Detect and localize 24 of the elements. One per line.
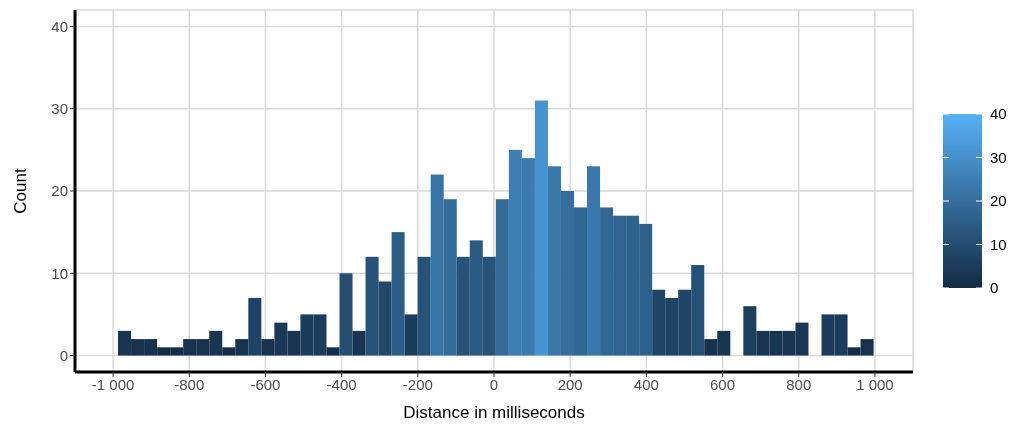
color-bar-label: 20 bbox=[990, 192, 1007, 210]
y-tick-label: 30 bbox=[51, 100, 68, 118]
y-axis-title: Count bbox=[11, 168, 31, 214]
color-bar-label: 30 bbox=[990, 148, 1007, 166]
x-axis-title: Distance in milliseconds bbox=[403, 403, 585, 422]
x-tick-label: 800 bbox=[786, 375, 812, 393]
y-tick-label: 0 bbox=[59, 346, 68, 364]
color-bar-label: 40 bbox=[990, 105, 1007, 123]
x-tick-label: -800 bbox=[174, 375, 205, 393]
y-tick-label: 10 bbox=[51, 264, 68, 282]
x-tick-label: 600 bbox=[710, 375, 736, 393]
x-tick-label: 1 000 bbox=[856, 375, 894, 393]
color-bar-label: 10 bbox=[990, 235, 1007, 253]
x-tick-label: -200 bbox=[402, 375, 433, 393]
y-tick-label: 40 bbox=[51, 17, 68, 35]
color-scale: 0 10 20 30 40 bbox=[943, 104, 1020, 304]
color-bar-label: 0 bbox=[990, 279, 999, 297]
y-tick-label: 20 bbox=[51, 182, 68, 200]
x-tick-label: -600 bbox=[250, 375, 281, 393]
x-tick-label: -400 bbox=[326, 375, 357, 393]
x-tick-label: -1 000 bbox=[91, 375, 135, 393]
x-tick-label: 200 bbox=[557, 375, 583, 393]
x-tick-label: 400 bbox=[633, 375, 659, 393]
x-tick-label: 0 bbox=[489, 375, 499, 393]
